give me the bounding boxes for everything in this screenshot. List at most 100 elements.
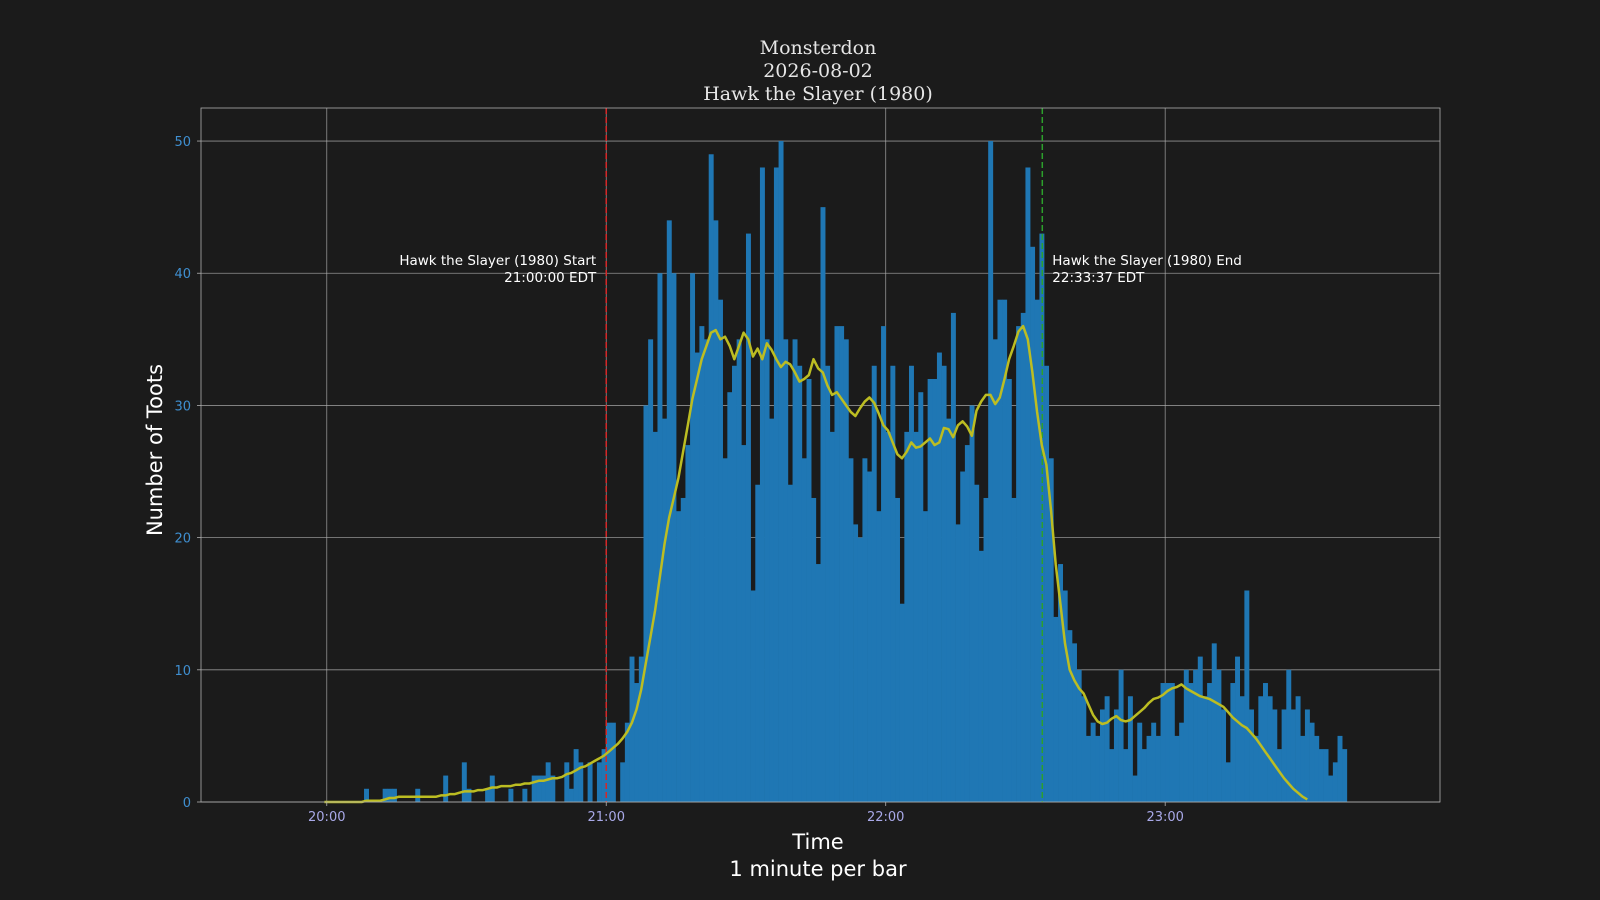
bar (610, 722, 616, 802)
bar (1295, 696, 1301, 802)
bar (1095, 735, 1101, 802)
bar (983, 497, 989, 802)
bar (834, 326, 840, 802)
bar (587, 762, 593, 802)
bar (997, 299, 1003, 802)
bar (1151, 722, 1157, 802)
bar (895, 497, 900, 802)
bar (1225, 762, 1231, 802)
y-axis-label: Number of Toots (143, 364, 167, 536)
bar (601, 749, 607, 802)
y-tick-label: 10 (174, 664, 191, 679)
bar (890, 365, 896, 802)
bar (1183, 669, 1189, 802)
bar (1081, 696, 1087, 802)
bar (1244, 590, 1250, 802)
chart-title-line-3: Hawk the Slayer (1980) (703, 83, 933, 105)
bar (657, 273, 663, 802)
bar (1174, 735, 1180, 802)
bar (978, 550, 984, 802)
bar (871, 365, 877, 802)
bar (680, 497, 686, 802)
bar (1155, 735, 1161, 802)
bar (704, 339, 710, 802)
bar (881, 326, 887, 802)
bar (927, 378, 933, 802)
bar (876, 511, 882, 802)
bar (1230, 683, 1236, 802)
bar (955, 524, 961, 802)
bar (1062, 590, 1068, 802)
bar (1263, 683, 1268, 802)
bar (755, 484, 761, 802)
bar (1304, 709, 1310, 802)
bar (1332, 762, 1338, 802)
bar (1258, 696, 1264, 802)
bar (1323, 749, 1329, 802)
bar (778, 141, 784, 803)
bar (522, 788, 528, 802)
bar (1076, 669, 1082, 802)
bar (564, 762, 570, 802)
bar (1216, 669, 1222, 802)
bar (1016, 326, 1022, 802)
bar (974, 484, 980, 802)
bar (741, 445, 747, 802)
bar (960, 471, 966, 802)
bar (1072, 643, 1077, 802)
bar (1127, 696, 1133, 802)
bar (922, 511, 928, 802)
bar (1109, 749, 1115, 802)
bar (1286, 669, 1292, 802)
bar (825, 365, 831, 802)
bar (550, 775, 556, 802)
plot-border (200, 107, 1441, 803)
bar (596, 762, 602, 802)
bar (1058, 564, 1064, 802)
bar (1123, 749, 1129, 802)
y-tick-label: 0 (183, 796, 191, 811)
bar (764, 339, 770, 802)
bar (443, 775, 449, 802)
bar (857, 537, 863, 802)
x-axis-ticks: 20:00 21:00 22:00 23:00 (308, 802, 1184, 825)
bar (415, 788, 421, 802)
bar (1342, 749, 1348, 802)
bar (936, 352, 942, 802)
start-annotation-time: 21:00:00 EDT (504, 270, 597, 286)
start-annotation-title: Hawk the Slayer (1980) Start (399, 253, 596, 269)
bar (1309, 722, 1315, 802)
bar (992, 339, 998, 802)
bar (1141, 749, 1147, 802)
bar (536, 775, 542, 802)
bar (1113, 709, 1119, 802)
bar (1267, 696, 1273, 802)
y-tick-label: 20 (174, 532, 191, 547)
bar (839, 326, 845, 802)
bar (1034, 299, 1040, 802)
bar (1137, 722, 1143, 802)
bar (750, 590, 756, 802)
bar (1053, 616, 1059, 802)
bar (1207, 683, 1213, 802)
bar (1165, 683, 1171, 802)
bar (568, 788, 574, 802)
bar (1099, 709, 1105, 802)
bar (1337, 735, 1343, 802)
bar (1025, 167, 1031, 802)
bar (629, 656, 635, 802)
bar (718, 299, 723, 802)
bar (382, 788, 388, 802)
bar (1179, 722, 1185, 802)
x-tick-label: 21:00 (588, 810, 625, 825)
bar (541, 775, 546, 802)
bar (913, 431, 919, 802)
bar (885, 431, 891, 802)
y-tick-label: 30 (174, 399, 191, 414)
bar (1118, 669, 1124, 802)
bar (620, 762, 626, 802)
bar (508, 788, 514, 802)
bar (545, 762, 551, 802)
y-tick-label: 50 (174, 135, 191, 150)
bar (759, 167, 765, 802)
